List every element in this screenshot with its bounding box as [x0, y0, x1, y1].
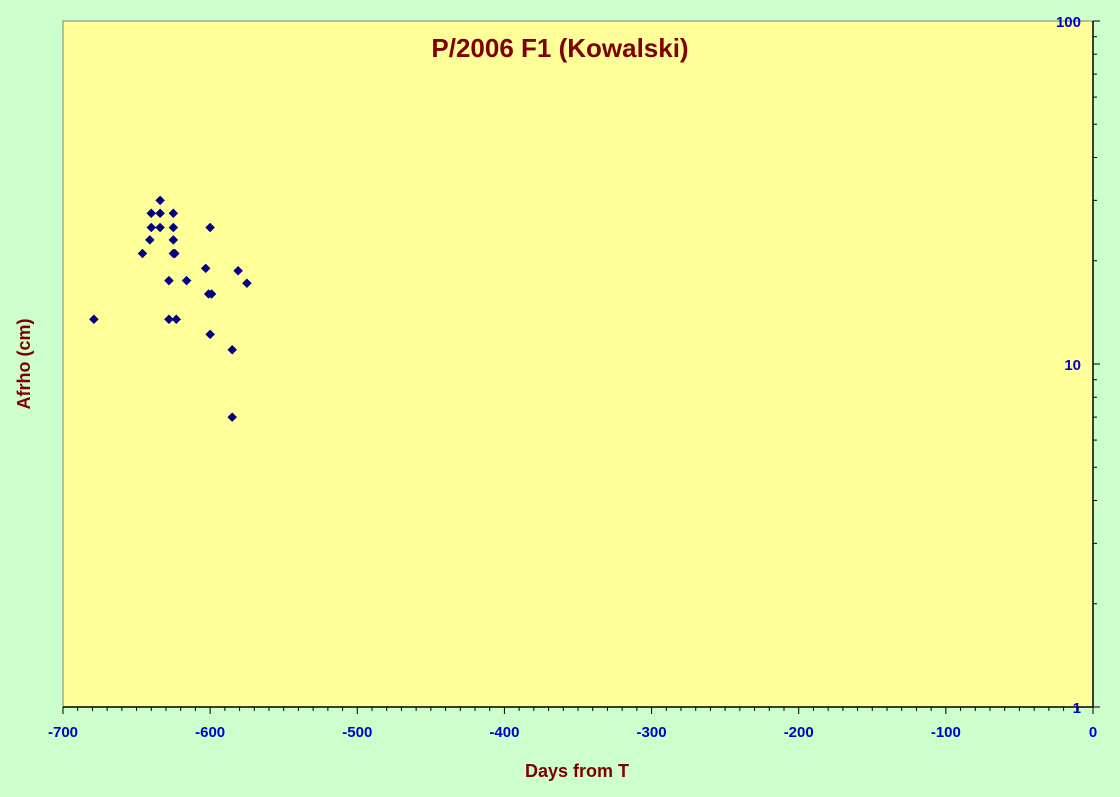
- data-point: [144, 235, 155, 245]
- data-point: [242, 278, 252, 289]
- data-point: [168, 222, 179, 233]
- data-point: [155, 195, 165, 206]
- x-tick-label: -700: [48, 724, 78, 741]
- x-axis: -700 -600 -500 -400 -300 -200 -100 0: [48, 706, 1097, 741]
- data-point: [206, 289, 217, 299]
- data-point: [89, 314, 99, 325]
- data-point: [168, 235, 179, 245]
- y-tick-label: 1: [1073, 700, 1081, 717]
- x-tick-label: -400: [489, 724, 519, 741]
- data-point: [137, 248, 148, 259]
- data-point: [233, 265, 243, 276]
- x-tick-label: -300: [637, 724, 667, 741]
- y-tick-label: 100: [1056, 14, 1081, 31]
- y-tick-label: 10: [1064, 357, 1081, 374]
- chart-title: P/2006 F1 (Kowalski): [431, 33, 688, 63]
- data-point: [205, 222, 215, 233]
- data-point: [227, 412, 238, 422]
- data-point: [205, 329, 215, 340]
- data-point: [200, 263, 211, 274]
- data-point: [155, 208, 165, 219]
- data-points: [89, 195, 252, 422]
- x-axis-title: Days from T: [525, 761, 629, 781]
- data-point: [227, 344, 238, 355]
- data-point: [169, 248, 180, 259]
- x-tick-label: -200: [784, 724, 814, 741]
- data-point: [164, 314, 174, 325]
- data-point: [146, 222, 157, 233]
- data-point: [155, 222, 165, 233]
- data-point: [164, 275, 174, 286]
- y-axis-title: Afrho (cm): [14, 319, 34, 410]
- data-point: [146, 208, 157, 219]
- data-point: [168, 208, 179, 219]
- data-point: [171, 314, 182, 325]
- x-tick-label: 0: [1089, 724, 1097, 741]
- x-tick-label: -100: [931, 724, 961, 741]
- plot-area: [62, 20, 1094, 708]
- y-axis: 1 10 100: [1056, 14, 1100, 717]
- data-point: [181, 275, 192, 286]
- x-tick-label: -500: [342, 724, 372, 741]
- x-tick-label: -600: [195, 724, 225, 741]
